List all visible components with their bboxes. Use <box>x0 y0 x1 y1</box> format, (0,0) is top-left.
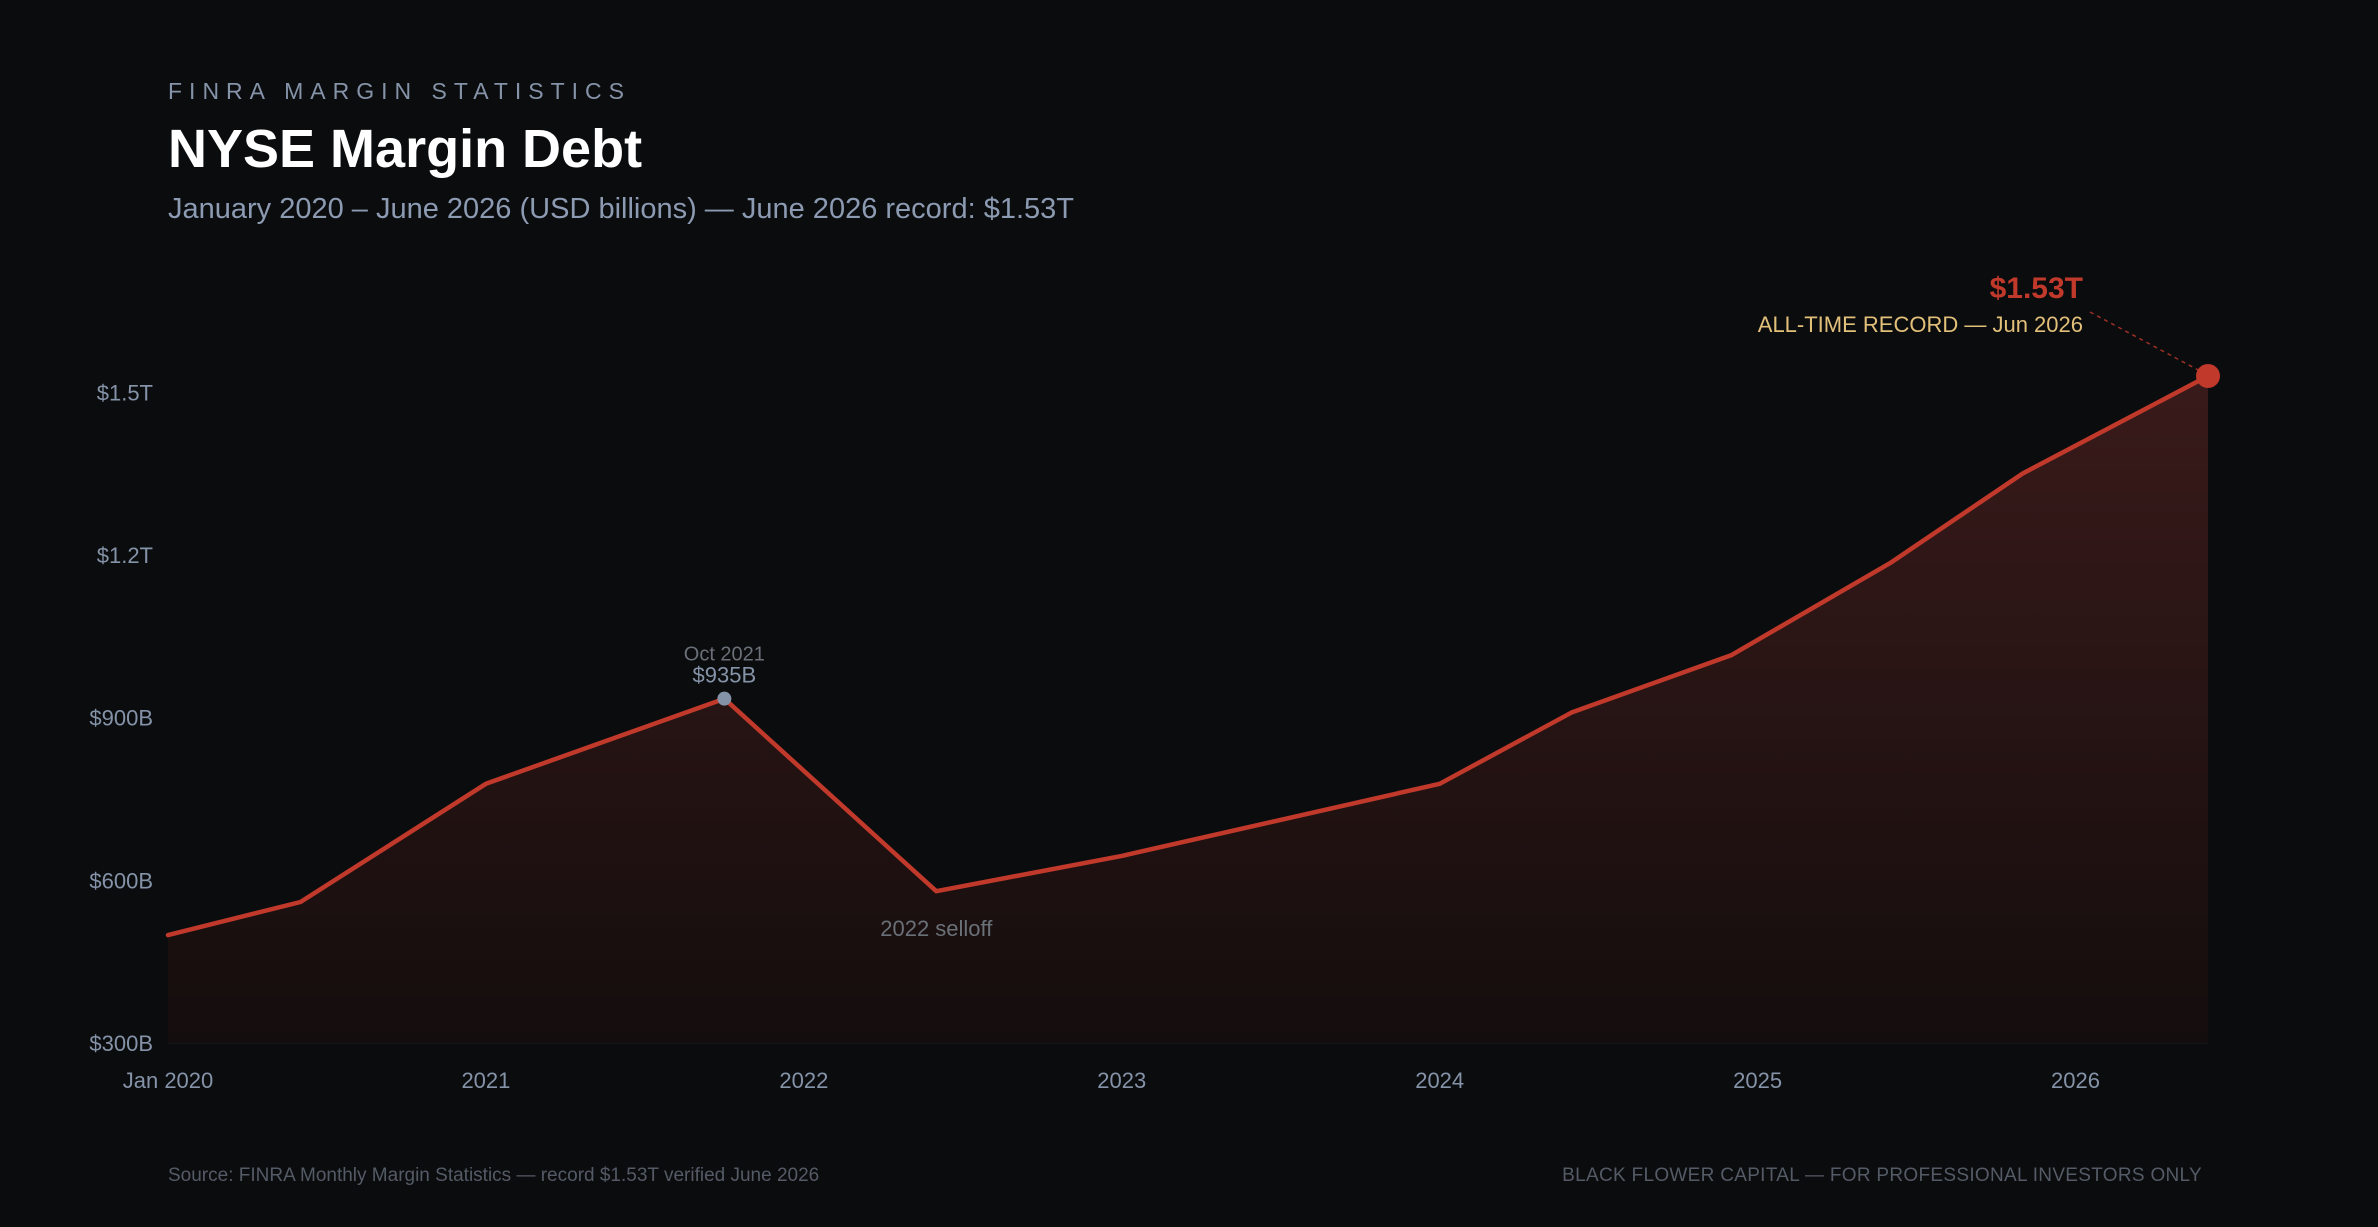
x-tick-label: 2021 <box>461 1068 510 1093</box>
chart-eyebrow: FINRA MARGIN STATISTICS <box>168 78 631 104</box>
source-note: Source: FINRA Monthly Margin Statistics … <box>168 1165 820 1186</box>
y-tick-label: $1.2T <box>97 543 153 568</box>
x-tick-label: 2023 <box>1097 1068 1146 1093</box>
peak-value-label: $935B <box>693 663 757 688</box>
x-tick-label: 2025 <box>1733 1068 1782 1093</box>
y-tick-label: $1.5T <box>97 380 153 405</box>
chart-subtitle: January 2020 – June 2026 (USD billions) … <box>168 193 1074 225</box>
series-line <box>165 373 2211 938</box>
x-tick-label: Jan 2020 <box>123 1068 214 1093</box>
peak-date-label: Oct 2021 <box>684 644 765 666</box>
disclaimer-note: BLACK FLOWER CAPITAL — FOR PROFESSIONAL … <box>1562 1165 2202 1186</box>
record-caption: ALL-TIME RECORD — Jun 2026 <box>1758 312 2083 337</box>
record-marker <box>2196 364 2220 388</box>
y-tick-label: $600B <box>89 868 153 893</box>
y-tick-label: $900B <box>89 706 153 731</box>
series-area <box>168 376 2208 1043</box>
record-leader-line <box>2089 311 2201 372</box>
selloff-label: 2022 selloff <box>880 916 993 941</box>
record-value-label: $1.53T <box>1990 272 2083 305</box>
x-tick-label: 2026 <box>2051 1068 2100 1093</box>
peak-marker <box>717 691 732 706</box>
y-tick-label: $300B <box>89 1031 153 1056</box>
chart-title: NYSE Margin Debt <box>168 119 643 179</box>
x-tick-label: 2024 <box>1415 1068 1464 1093</box>
x-tick-label: 2022 <box>779 1068 828 1093</box>
